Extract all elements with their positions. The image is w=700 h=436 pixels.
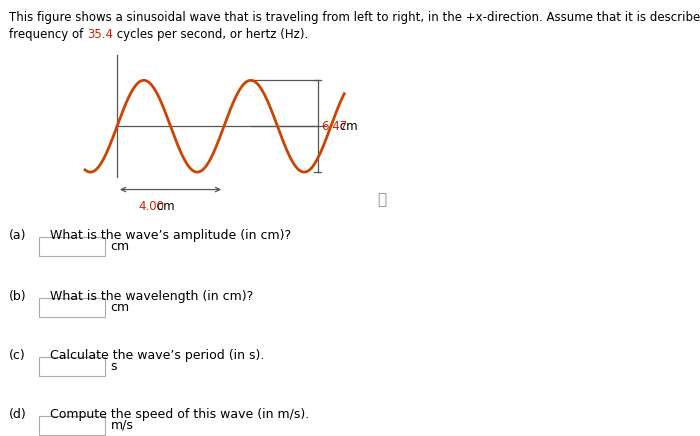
Text: Compute the speed of this wave (in m/s).: Compute the speed of this wave (in m/s). [38,408,309,421]
Text: What is the wavelength (in cm)?: What is the wavelength (in cm)? [38,290,253,303]
Text: (b): (b) [9,290,27,303]
Text: Calculate the wave’s period (in s).: Calculate the wave’s period (in s). [38,349,265,362]
Text: s: s [111,360,117,373]
Text: cycles per second, or hertz (Hz).: cycles per second, or hertz (Hz). [113,28,309,41]
Text: This figure shows a sinusoidal wave that is traveling from left to right, in the: This figure shows a sinusoidal wave that… [9,11,700,24]
Text: cm: cm [111,301,130,314]
Text: 6.47: 6.47 [321,120,348,133]
Text: ⓘ: ⓘ [377,192,386,207]
Text: (c): (c) [9,349,26,362]
Text: cm: cm [153,200,175,213]
Text: What is the wave’s amplitude (in cm)?: What is the wave’s amplitude (in cm)? [38,229,292,242]
Text: cm: cm [336,120,358,133]
Text: (a): (a) [9,229,27,242]
Text: 4.00: 4.00 [139,200,164,213]
Text: (d): (d) [9,408,27,421]
Text: m/s: m/s [111,419,134,432]
Text: cm: cm [111,240,130,253]
Text: frequency of: frequency of [9,28,87,41]
Text: 35.4: 35.4 [87,28,113,41]
